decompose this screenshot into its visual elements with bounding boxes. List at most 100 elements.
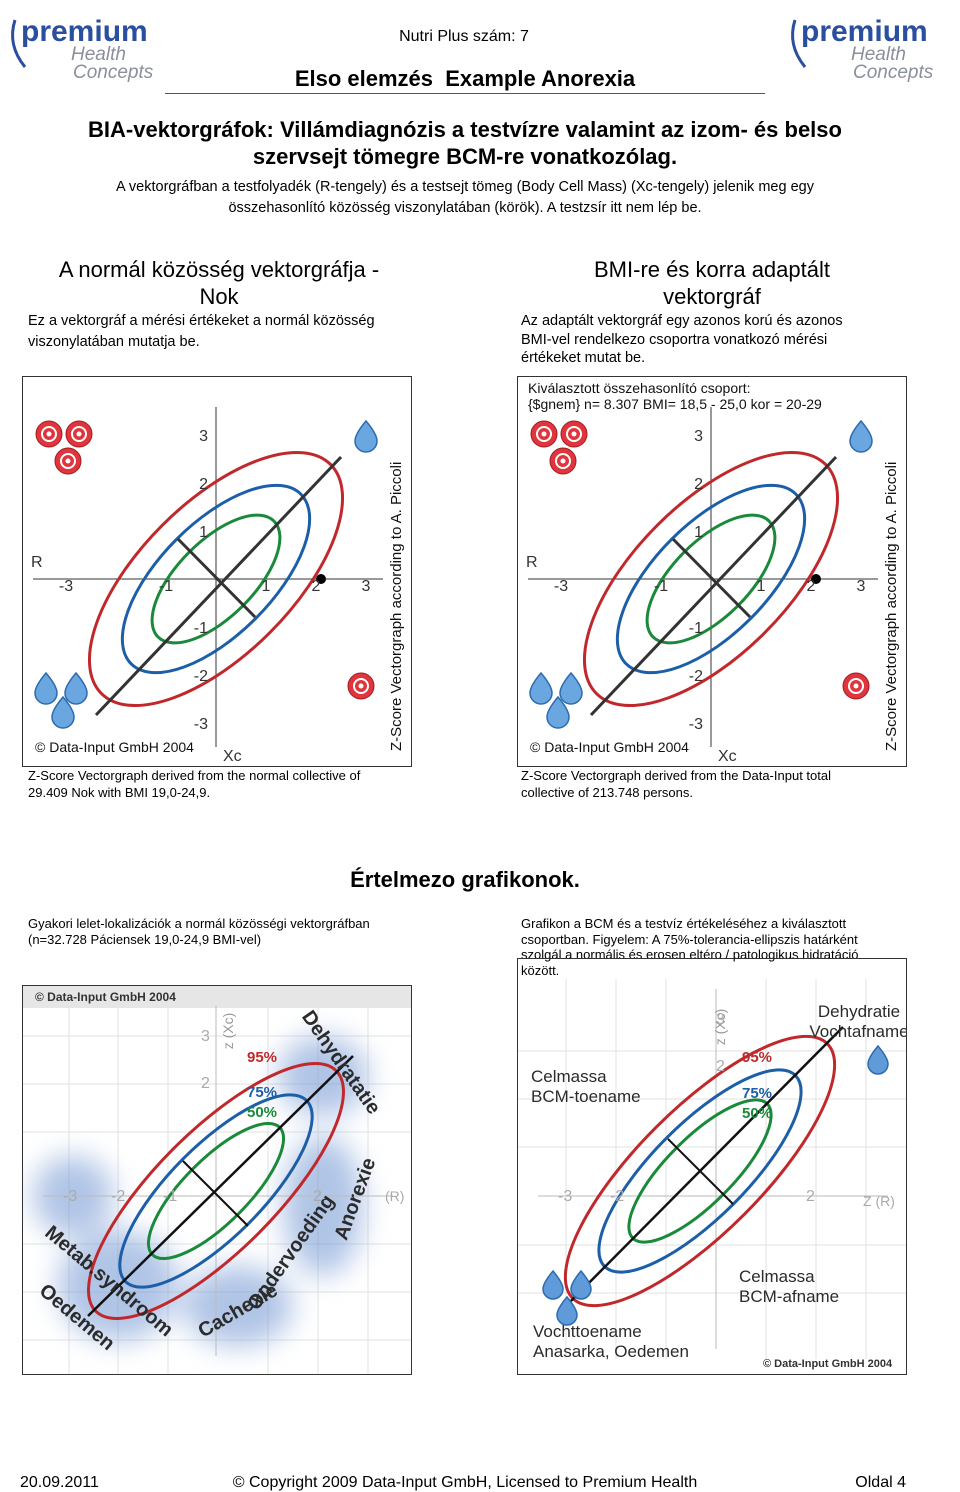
label: Vochttoename xyxy=(533,1322,642,1341)
logo-text: Health xyxy=(71,44,126,65)
target-icon xyxy=(541,431,547,437)
target-icon xyxy=(71,426,87,442)
logo-text: Health xyxy=(851,44,906,65)
tick: -3 xyxy=(558,1188,572,1205)
caption: Z-Score Vectorgraph derived from the nor… xyxy=(28,768,361,783)
target-icon xyxy=(358,683,364,689)
text: csoportban. Figyelem: A 75%-tolerancia-e… xyxy=(521,932,858,947)
axis-label: Xc xyxy=(718,748,737,765)
percent: 75% xyxy=(247,1084,277,1101)
target-icon xyxy=(560,458,566,464)
x-tick-label: -1 xyxy=(159,578,173,595)
drop-icon xyxy=(354,419,378,453)
intro-title: BIA-vektorgráfok: Villámdiagnózis a test… xyxy=(88,117,842,142)
logo-left: premium Health Concepts xyxy=(11,15,154,83)
y-tick-label: 2 xyxy=(694,476,703,493)
caption: 29.409 Nok with BMI 19,0-24,9. xyxy=(28,785,211,800)
footer-date: 20.09.2011 xyxy=(20,1474,99,1491)
tick: 2 xyxy=(313,1188,322,1205)
logo-text: Concepts xyxy=(853,62,934,83)
percent: 95% xyxy=(247,1049,277,1066)
y-tick-label: 1 xyxy=(694,524,703,541)
y-tick-label: -2 xyxy=(194,668,208,685)
axis-label: Z (R) xyxy=(863,1193,895,1209)
ellipse xyxy=(582,450,840,708)
y-tick-label: -2 xyxy=(689,668,703,685)
minor-axis xyxy=(671,537,752,619)
target-icon xyxy=(536,426,552,442)
target-icon xyxy=(76,431,82,437)
text: Gyakori lelet-lokalizációk a normál közö… xyxy=(28,916,370,931)
label: Dehydratie xyxy=(818,1002,900,1021)
text: viszonylatában mutatja be. xyxy=(28,334,200,350)
logo-text: premium xyxy=(801,15,928,48)
drop-icon xyxy=(64,671,88,705)
intro-title: szervsejt tömegre BCM-re vonatkozólag. xyxy=(252,144,678,169)
drop-icon xyxy=(51,695,75,729)
tick: -1 xyxy=(163,1188,177,1205)
drop-icon xyxy=(34,671,58,705)
label: BCM-toename xyxy=(531,1087,641,1106)
y-tick-label: -1 xyxy=(689,620,703,637)
x-tick-label: -1 xyxy=(654,578,668,595)
doc-title: Elso elemzés Example Anorexia xyxy=(294,66,636,91)
x-tick-label: 1 xyxy=(757,578,766,595)
copyright: © Data-Input GmbH 2004 xyxy=(530,739,689,755)
axis-label: z (Xc) xyxy=(220,1013,236,1050)
drop-icon xyxy=(849,419,873,453)
ellipse xyxy=(615,483,807,675)
copyright: © Data-Input GmbH 2004 xyxy=(763,1358,893,1370)
copyright: © Data-Input GmbH 2004 xyxy=(35,739,194,755)
tick: -3 xyxy=(63,1188,77,1205)
tick: 3 xyxy=(201,1028,210,1045)
axis-label: z (Xc) xyxy=(712,1009,728,1046)
label: Celmassa xyxy=(739,1267,815,1286)
x-tick-label: 2 xyxy=(312,578,321,595)
target-icon xyxy=(566,426,582,442)
interpretation-graph: Dehydratie Vochtafname Celmassa BCM-toen… xyxy=(517,958,907,1375)
caption: Z-Score Vectorgraph derived from the Dat… xyxy=(521,768,831,783)
drop-icon xyxy=(546,695,570,729)
target-icon xyxy=(41,426,57,442)
axis-label: (R) xyxy=(385,1188,404,1204)
group-label: {$gnem} n= 8.307 BMI= 18,5 - 25,0 kor = … xyxy=(528,396,822,412)
target-icon xyxy=(46,431,52,437)
target-icon xyxy=(65,458,71,464)
x-tick-label: 3 xyxy=(362,578,371,595)
major-axis xyxy=(589,455,838,717)
target-icon xyxy=(555,453,571,469)
side-label: Z-Score Vectorgraph according to A. Picc… xyxy=(388,462,405,751)
percent: 75% xyxy=(742,1085,772,1102)
footer-copyright: © Copyright 2009 Data-Input GmbH, Licens… xyxy=(232,1474,698,1491)
heading: A normál közösség vektorgráfja - xyxy=(58,257,380,282)
text: Az adaptált vektorgráf egy azonos korú é… xyxy=(521,313,843,329)
measurement xyxy=(316,574,326,584)
minor-axis xyxy=(176,537,257,619)
copyright: © Data-Input GmbH 2004 xyxy=(35,990,176,1004)
footer-page: Oldal 4 xyxy=(855,1474,906,1491)
ellipse xyxy=(120,483,312,675)
section-title: Értelmezo grafikonok. xyxy=(350,867,580,892)
axis-label: R xyxy=(31,554,43,571)
label: BCM-afname xyxy=(739,1287,839,1306)
tick: 3 xyxy=(716,1011,725,1028)
x-tick-label: 2 xyxy=(807,578,816,595)
y-tick-label: -3 xyxy=(194,716,208,733)
major-axis xyxy=(94,455,343,717)
text: Grafikon a BCM és a testvíz értékeléséhe… xyxy=(521,916,847,931)
label: Anasarka, Oedemen xyxy=(533,1342,689,1361)
y-tick-label: -3 xyxy=(689,716,703,733)
tick: 2 xyxy=(201,1075,210,1092)
intro-text: A vektorgráfban a testfolyadék (R-tengel… xyxy=(116,179,814,195)
drop-icon xyxy=(529,671,553,705)
measurement xyxy=(811,574,821,584)
heading: vektorgráf xyxy=(663,284,761,309)
percent: 95% xyxy=(742,1049,772,1066)
logo-right: premium Health Concepts xyxy=(791,15,934,83)
axis-label: Xc xyxy=(223,748,242,765)
tick: -2 xyxy=(610,1188,624,1205)
target-icon xyxy=(571,431,577,437)
y-tick-label: 3 xyxy=(694,428,703,445)
intro-text: összehasonlító közösség viszonylatában (… xyxy=(228,200,702,216)
